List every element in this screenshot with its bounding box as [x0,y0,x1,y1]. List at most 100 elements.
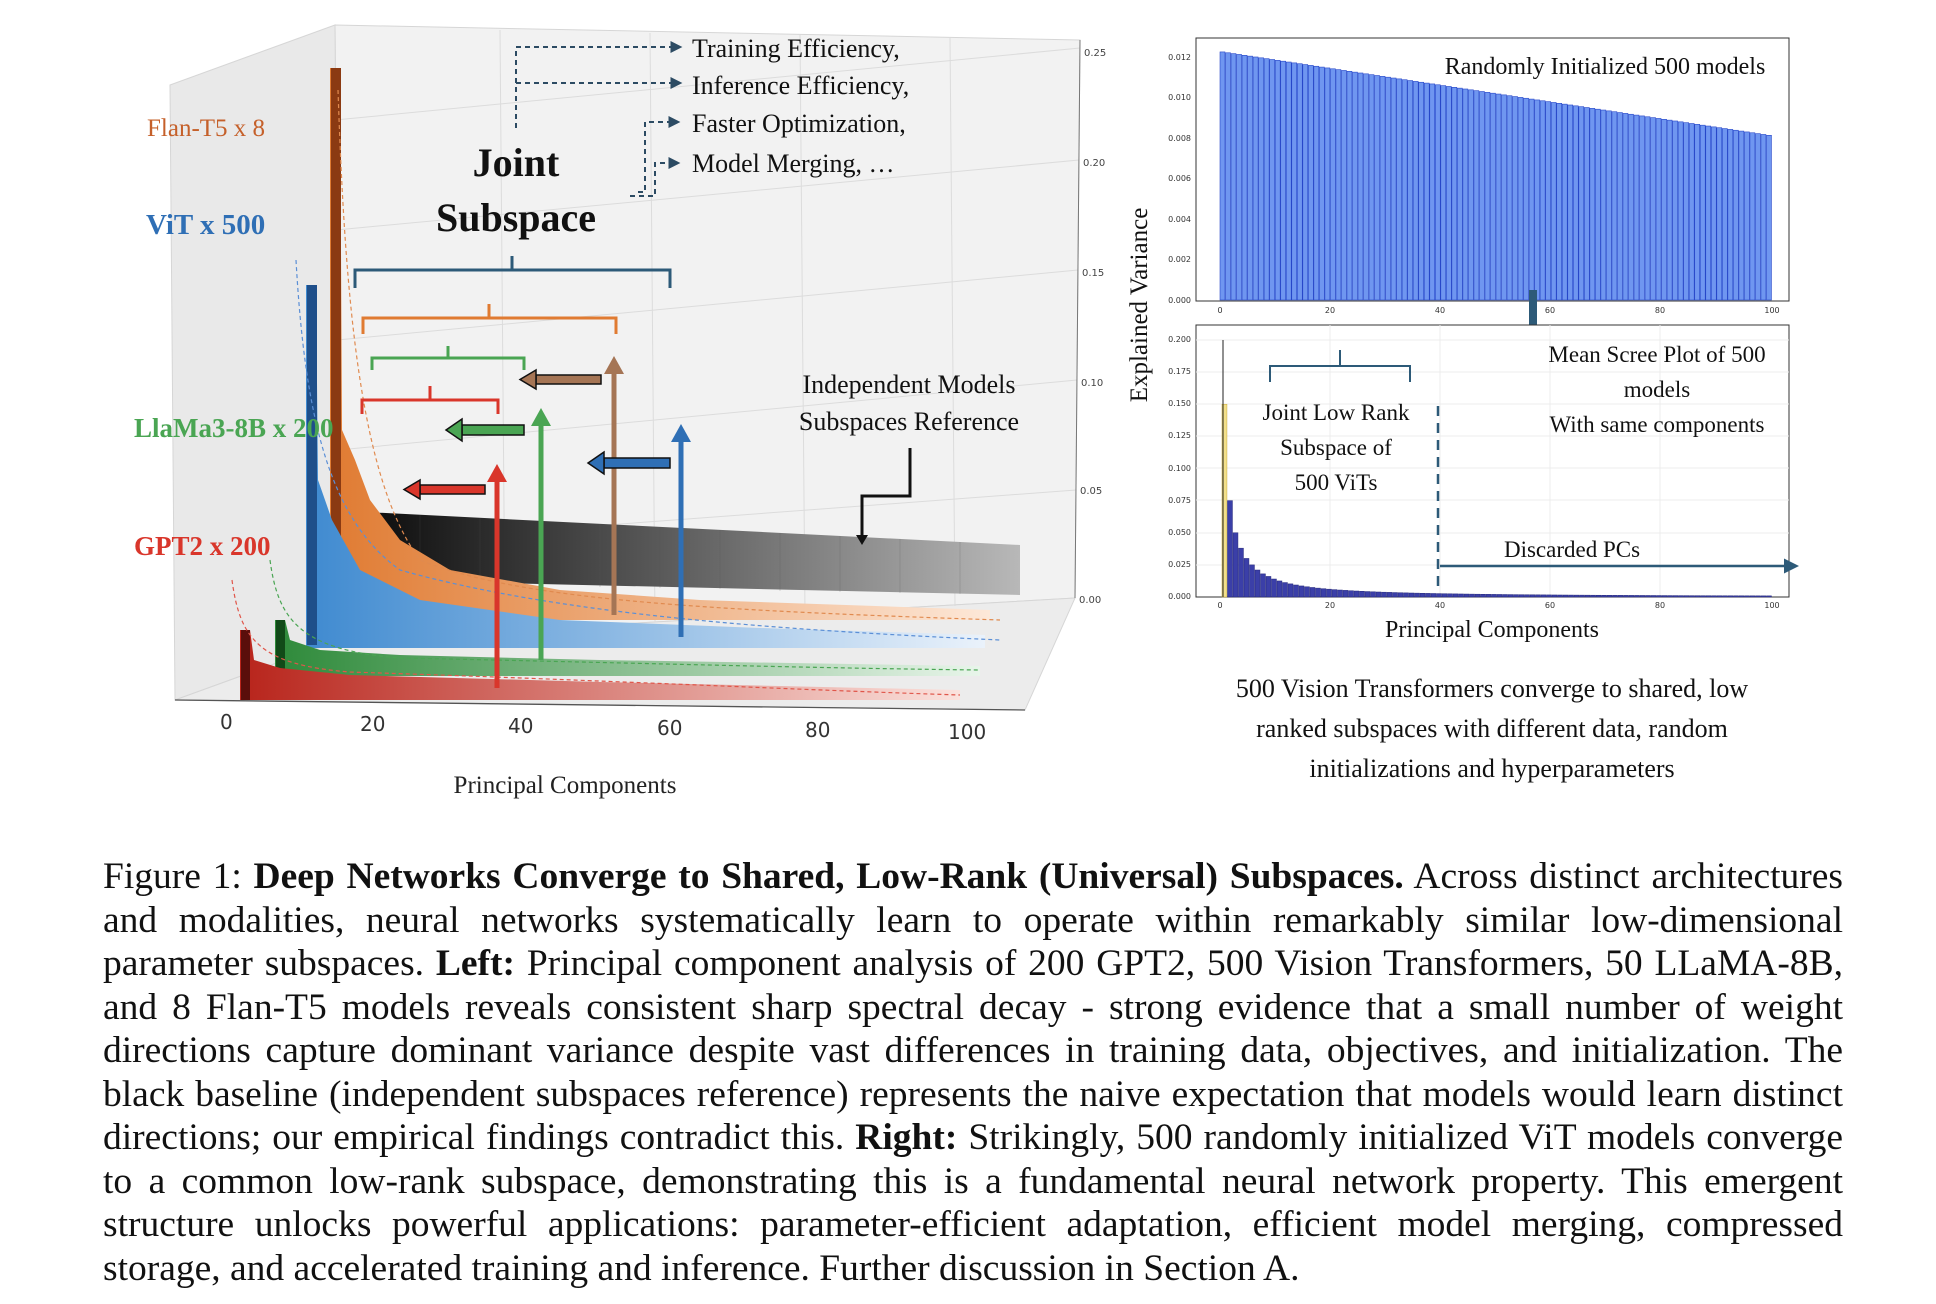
z-tick: 0.25 [1084,48,1106,59]
scree-bar [1474,593,1481,598]
top-histogram-bar [1727,129,1734,301]
top-histogram-bar [1462,88,1469,301]
top-histogram-bar [1683,122,1689,301]
independent-label: Independent Models [802,370,1015,399]
scree-bar [1760,595,1767,598]
scree-bar [1716,595,1723,598]
vit-top-bar [307,285,317,645]
top-histogram-bar [1446,86,1452,301]
top-histogram-bar [1644,116,1651,301]
benefit-item: Faster Optimization, [692,109,906,138]
y-tick: 0.000 [1168,296,1191,305]
scree-bar [1480,594,1486,598]
scree-bar [1766,595,1772,598]
top-histogram-bar [1412,81,1419,301]
bottom-scree: 0.000 0.025 0.050 0.075 0.100 0.125 0.15… [1168,324,1799,610]
top-histogram-bar [1733,129,1739,301]
scree-bar [1254,569,1261,598]
scree-bar [1694,595,1701,598]
top-histogram-bar [1451,87,1458,301]
scree-bar [1359,591,1365,598]
top-histogram-bar [1628,113,1634,301]
scree-bar [1557,594,1563,598]
top-histogram-bar [1490,92,1496,301]
top-histogram-bar [1567,104,1574,301]
scree-bar [1623,595,1629,598]
legend-gpt2: GPT2 x 200 [134,531,271,561]
top-histogram-bar [1749,132,1756,301]
right-xlabel: Principal Components [1385,617,1599,643]
scree-bar [1617,595,1624,598]
joint-vit-label: Subspace of [1280,435,1392,460]
top-chart-title: Randomly Initialized 500 models [1445,54,1766,80]
subspace-label: Subspace [436,195,596,240]
top-histogram-bar [1418,81,1424,301]
scree-bar [1419,593,1426,598]
caption-text: Principal component analysis of 200 GPT2… [103,943,1843,1158]
y-tick: 0.002 [1168,255,1191,264]
x-tick: 100 [948,720,986,744]
y-tick: 0.004 [1168,215,1191,224]
scree-bar [1639,595,1646,598]
scree-bar [1551,594,1558,598]
top-histogram-bar [1633,114,1640,301]
y-tick: 0.075 [1168,496,1191,505]
scree-bar [1326,588,1332,598]
top-histogram-bar [1545,101,1551,301]
top-histogram-bar [1611,111,1618,301]
top-histogram-bar [1258,57,1264,301]
scree-bar [1524,594,1530,598]
flan-t5-top-bar [331,68,341,613]
top-histogram-bar [1407,80,1413,301]
bracket-llama [370,346,526,370]
scree-bar [1320,588,1327,598]
scree-bar [1705,595,1712,598]
scree-bar [1370,591,1376,598]
top-histogram-bar [1330,68,1336,301]
scree-bar [1733,595,1739,598]
scree-bar [1408,592,1415,598]
top-histogram-bar [1495,93,1502,301]
x-tick: 60 [657,716,682,740]
llama-top-bar [276,620,285,676]
top-histogram-bar [1313,65,1320,301]
z-tick-labels: 0.25 0.20 0.15 0.10 0.05 0.00 [1079,48,1106,606]
top-histogram-bar [1440,85,1447,301]
x-tick: 60 [1545,306,1555,315]
top-histogram-bar [1766,135,1772,301]
top-histogram-bar [1639,115,1645,301]
scree-bar [1568,594,1574,598]
gpt2-top-bar [241,630,250,700]
top-histogram-bar [1390,77,1397,301]
caption-right-label: Right: [855,1117,958,1158]
x-tick: 0 [220,710,233,734]
right-description: 500 Vision Transformers converge to shar… [1236,674,1749,703]
benefit-arrows [515,41,683,197]
scree-bar [1463,593,1470,598]
x-tick: 80 [805,718,830,742]
gpt2-bars [240,630,960,700]
y-tick: 0.008 [1168,134,1191,143]
scree-bar [1271,578,1277,598]
scree-bar [1601,595,1607,598]
scree-bar [1590,594,1596,598]
x-tick: 20 [360,712,385,736]
scree-bar [1386,592,1393,598]
top-histogram-bar [1236,54,1242,301]
top-histogram-bar [1368,74,1375,301]
z-tick: 0.20 [1083,158,1105,169]
top-histogram-bar [1230,53,1237,301]
scree-bar [1375,591,1382,598]
horizontal-arrows [402,368,671,501]
scree-bar [1331,589,1338,598]
scree-bar [1392,592,1398,598]
scree-bar [1485,594,1492,598]
scree-bar [1342,590,1349,598]
right-charts: Explained Variance 0.000 0.002 0.004 0.0… [1126,37,1799,783]
x-tick: 40 [508,714,533,738]
legend-flan-t5: Flan-T5 x 8 [147,115,265,142]
caption-text: Across distinct architectures and modali… [103,856,1843,984]
mean-scree-title: Mean Scree Plot of 500 [1548,342,1765,367]
left-xlabel: Principal Components [454,772,677,799]
scree-bar [1276,580,1283,598]
